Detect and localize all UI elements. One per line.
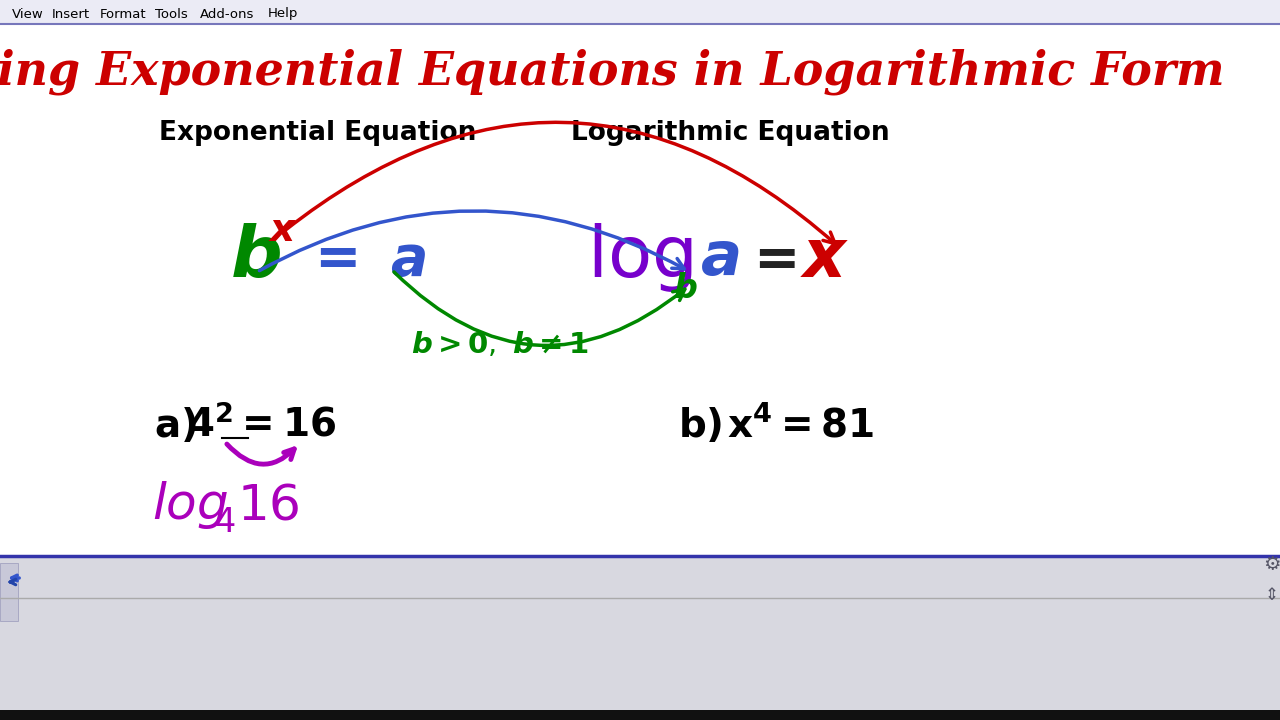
Bar [0,710,1280,720]
Text: $\boldsymbol{b}$: $\boldsymbol{b}$ [673,271,698,305]
Text: View: View [12,7,44,20]
Text: Add-ons: Add-ons [200,7,255,20]
FancyArrowPatch shape [227,444,294,464]
Text: Exponential Equation: Exponential Equation [159,120,476,146]
Text: Help: Help [268,7,298,20]
Bar [0,557,1280,720]
Text: Tools: Tools [155,7,188,20]
Text: $\boldsymbol{\mathrm{log}}$: $\boldsymbol{\mathrm{log}}$ [588,222,692,294]
Text: $\mathbf{a)}$: $\mathbf{a)}$ [154,405,196,444]
Text: $\mathbf{4^2 = 16}$: $\mathbf{4^2 = 16}$ [187,405,337,445]
Text: ⚙: ⚙ [1263,556,1280,575]
Bar [0,563,18,621]
Text: $\boldsymbol{a}$: $\boldsymbol{a}$ [700,228,740,287]
Text: ⇕: ⇕ [1265,586,1279,604]
Text: $\mathit{16}$: $\mathit{16}$ [237,481,300,529]
Text: $\boldsymbol{=}$: $\boldsymbol{=}$ [744,231,796,285]
Text: Format: Format [100,7,147,20]
Text: Logarithmic Equation: Logarithmic Equation [571,120,890,146]
FancyArrowPatch shape [285,122,835,243]
Text: Writing Exponential Equations in Logarithmic Form: Writing Exponential Equations in Logarit… [0,49,1225,95]
Bar [0,0,1280,24]
FancyArrowPatch shape [394,272,685,346]
Text: $\boldsymbol{x}$: $\boldsymbol{x}$ [269,211,298,249]
Text: $\boldsymbol{b}$: $\boldsymbol{b}$ [229,223,280,292]
Text: $\mathit{log}$: $\mathit{log}$ [152,479,228,531]
Text: $\mathbf{x^4 = 81}$: $\mathbf{x^4 = 81}$ [727,405,873,444]
Text: $\boldsymbol{=\ a}$: $\boldsymbol{=\ a}$ [303,233,426,287]
Text: $\boldsymbol{x}$: $\boldsymbol{x}$ [800,225,850,291]
Text: $\mathit{4}$: $\mathit{4}$ [214,505,236,539]
Text: $\mathbf{b)}$: $\mathbf{b)}$ [678,405,722,444]
FancyArrowPatch shape [260,211,685,271]
Text: Insert: Insert [52,7,90,20]
Text: $\boldsymbol{b > 0,\ b \neq 1}$: $\boldsymbol{b > 0,\ b \neq 1}$ [411,330,589,359]
